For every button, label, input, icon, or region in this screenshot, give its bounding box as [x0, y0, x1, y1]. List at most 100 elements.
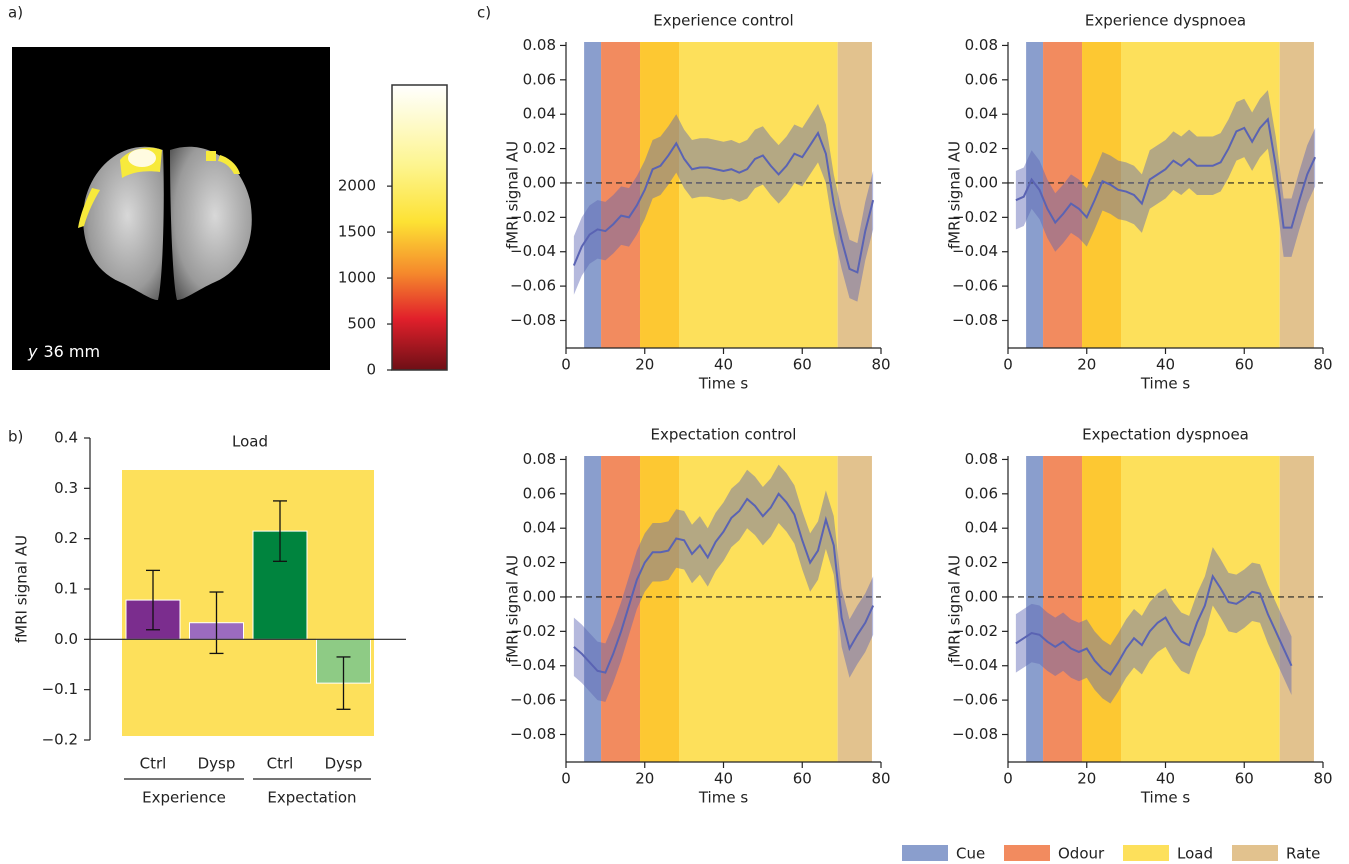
x-tick-label: Ctrl [267, 755, 294, 773]
x-tick-label: Dysp [325, 755, 363, 773]
colorbar-tick-label: 500 [347, 315, 376, 333]
group-label: Expectation [267, 789, 356, 807]
x-axis-label: Time s [698, 789, 748, 807]
phase-region [1082, 456, 1121, 762]
y-tick-label: 0.02 [523, 139, 556, 157]
legend-swatch [902, 845, 948, 861]
y-tick-label: 0.02 [965, 553, 998, 571]
y-tick-label: 0.02 [965, 139, 998, 157]
y-tick-label: −0.08 [510, 725, 556, 743]
x-tick-label: 40 [714, 770, 733, 788]
y-axis-label: fMRI signal AU [13, 535, 31, 643]
phase-region [1280, 456, 1314, 762]
colorbar-tick-label: 1500 [338, 223, 376, 241]
colorbar-tick-label: 0 [366, 361, 376, 379]
x-tick-label: Dysp [198, 755, 236, 773]
x-tick-label: 0 [1003, 770, 1013, 788]
phase-region [584, 456, 601, 762]
x-tick-label: 40 [1156, 356, 1175, 374]
legend-label: Cue [956, 845, 985, 863]
y-tick-label: 0.00 [523, 587, 556, 605]
y-tick-label: 0.08 [523, 36, 556, 54]
y-tick-label: 0.08 [965, 36, 998, 54]
x-tick-label: 0 [561, 356, 571, 374]
y-tick-label: −0.06 [510, 277, 556, 295]
x-tick-label: 80 [1313, 770, 1332, 788]
y-tick-label: −0.02 [510, 208, 556, 226]
y-tick-label: 0.2 [54, 529, 78, 547]
activation-peak [128, 149, 156, 167]
page: a) b) c) y36 mm 0500100015002000LoadfMRI… [0, 0, 1349, 864]
phase-region [584, 42, 601, 348]
phase-region [838, 42, 872, 348]
x-tick-label: 20 [635, 356, 654, 374]
y-tick-label: −0.2 [42, 731, 78, 749]
chart-title: Expectation dyspnoea [1082, 426, 1249, 444]
y-tick-label: −0.06 [952, 277, 998, 295]
x-tick-label: 80 [1313, 356, 1332, 374]
y-axis-label: fMRI signal AU [504, 555, 522, 663]
y-tick-label: −0.08 [952, 725, 998, 743]
legend-label: Odour [1058, 845, 1105, 863]
y-tick-label: −0.08 [952, 311, 998, 329]
y-axis-label: fMRI signal AU [946, 141, 964, 249]
x-tick-label: 20 [1077, 356, 1096, 374]
chart-title: Load [232, 433, 268, 451]
y-tick-label: −0.02 [952, 622, 998, 640]
x-axis-label: Time s [698, 375, 748, 393]
y-axis-label: fMRI signal AU [504, 141, 522, 249]
x-tick-label: 20 [1077, 770, 1096, 788]
y-tick-label: 0.04 [523, 105, 556, 123]
chart-title: Expectation control [651, 426, 797, 444]
panel-label: a) [8, 4, 23, 22]
phase-region [640, 456, 679, 762]
colorbar-tick-label: 1000 [338, 269, 376, 287]
y-tick-label: −0.06 [952, 691, 998, 709]
y-tick-label: −0.08 [510, 311, 556, 329]
y-tick-label: 0.06 [523, 70, 556, 88]
y-tick-label: −0.02 [510, 622, 556, 640]
y-tick-label: 0.02 [523, 553, 556, 571]
x-tick-label: 20 [635, 770, 654, 788]
x-tick-label: 40 [714, 356, 733, 374]
caption-variable: y [27, 342, 38, 361]
x-tick-label: 60 [793, 356, 812, 374]
y-tick-label: 0.00 [965, 587, 998, 605]
x-tick-label: 60 [793, 770, 812, 788]
figure: a) b) c) y36 mm 0500100015002000LoadfMRI… [0, 0, 1349, 864]
x-axis-label: Time s [1140, 375, 1190, 393]
y-tick-label: 0.04 [523, 519, 556, 537]
legend-label: Load [1177, 845, 1213, 863]
y-axis-label: fMRI signal AU [946, 555, 964, 663]
y-tick-label: 0.00 [965, 173, 998, 191]
y-tick-label: 0.00 [523, 173, 556, 191]
colorbar [392, 85, 447, 370]
panel-label: b) [8, 428, 23, 446]
legend-swatch [1123, 845, 1169, 861]
phase-region [1043, 456, 1082, 762]
y-tick-label: 0.4 [54, 429, 78, 447]
y-tick-label: 0.3 [54, 479, 78, 497]
y-tick-label: 0.0 [54, 630, 78, 648]
x-tick-label: 0 [561, 770, 571, 788]
x-axis-label: Time s [1140, 789, 1190, 807]
panel-label: c) [477, 4, 491, 22]
x-tick-label: 80 [871, 356, 890, 374]
x-tick-label: Ctrl [140, 755, 167, 773]
y-tick-label: 0.06 [965, 70, 998, 88]
y-tick-label: −0.1 [42, 680, 78, 698]
colorbar-tick-label: 2000 [338, 177, 376, 195]
legend-swatch [1004, 845, 1050, 861]
y-tick-label: 0.04 [965, 519, 998, 537]
chart-title: Experience control [653, 12, 793, 30]
y-tick-label: 0.1 [54, 580, 78, 598]
caption-value: 36 mm [43, 342, 100, 361]
legend-swatch [1232, 845, 1278, 861]
y-tick-label: 0.08 [523, 450, 556, 468]
activation [206, 151, 216, 161]
x-tick-label: 60 [1235, 356, 1254, 374]
y-tick-label: −0.02 [952, 208, 998, 226]
x-tick-label: 40 [1156, 770, 1175, 788]
x-tick-label: 80 [871, 770, 890, 788]
x-tick-label: 0 [1003, 356, 1013, 374]
